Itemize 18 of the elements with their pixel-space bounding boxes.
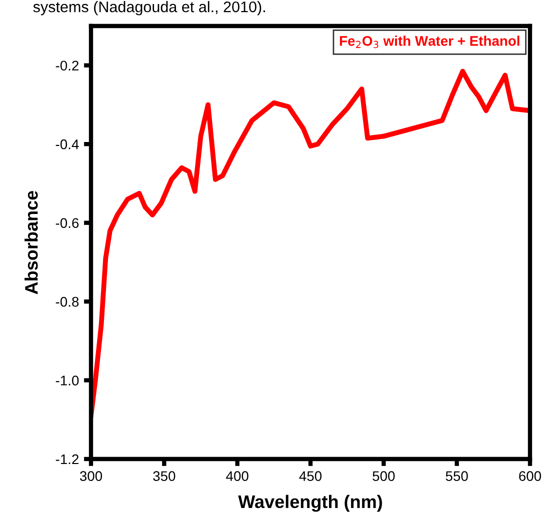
y-tick-label: -0.4 xyxy=(56,139,79,150)
y-axis-title: Absorbance xyxy=(24,190,38,294)
x-tick-label: 450 xyxy=(299,471,322,482)
y-tick-label: -1.2 xyxy=(56,454,78,464)
y-tick-label: -0.6 xyxy=(56,218,79,228)
y-tick-label: -0.8 xyxy=(56,296,79,307)
y-tick-label: -1.0 xyxy=(56,376,79,386)
line-series xyxy=(91,68,530,418)
x-tick-label: 300 xyxy=(80,471,102,482)
x-tick-label: 550 xyxy=(446,471,468,482)
x-tick-label: 400 xyxy=(226,471,248,482)
x-axis-title: Wavelength (nm) xyxy=(238,494,382,512)
x-tick-label: 350 xyxy=(153,471,176,482)
y-tick-label: -0.2 xyxy=(56,60,78,71)
x-tick-label: 500 xyxy=(372,471,395,482)
x-tick-label: 600 xyxy=(519,471,542,482)
text: Fe$_{2}$O$_{3}$ with Water + Ethanol xyxy=(340,36,520,48)
text: systems (Nadagouda et al., 2010). xyxy=(33,1,265,16)
